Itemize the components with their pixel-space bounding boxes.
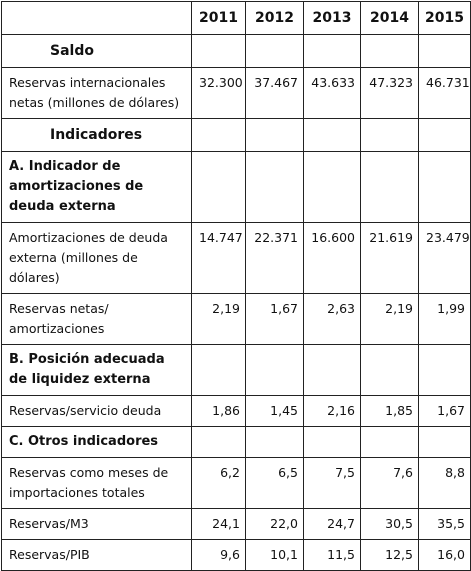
value-cell: 22.371 bbox=[245, 222, 304, 294]
value-cell: 16,0 bbox=[418, 539, 471, 571]
year-header: 2012 bbox=[245, 1, 304, 35]
value-cell: 7,5 bbox=[303, 457, 361, 509]
row-label: Reservas como meses de importaciones tot… bbox=[1, 457, 192, 509]
empty-cell bbox=[418, 118, 471, 152]
table-row: Amortizaciones de deuda externa (millone… bbox=[1, 222, 471, 294]
empty-cell bbox=[191, 426, 246, 458]
value-cell: 6,2 bbox=[191, 457, 246, 509]
empty-cell bbox=[245, 118, 304, 152]
value-cell: 2,19 bbox=[191, 293, 246, 345]
value-cell: 22,0 bbox=[245, 508, 304, 540]
table-row: Reservas/PIB 9,6 10,1 11,5 12,5 16,0 bbox=[1, 539, 471, 571]
value-cell: 14.747 bbox=[191, 222, 246, 294]
empty-cell bbox=[418, 151, 471, 223]
empty-cell bbox=[191, 118, 246, 152]
value-cell: 37.467 bbox=[245, 67, 304, 119]
empty-cell bbox=[245, 34, 304, 68]
value-cell: 10,1 bbox=[245, 539, 304, 571]
empty-cell bbox=[303, 151, 361, 223]
row-label: Reservas/PIB bbox=[1, 539, 192, 571]
group-title: B. Posición adecuada de liquidez externa bbox=[1, 344, 192, 396]
value-cell: 9,6 bbox=[191, 539, 246, 571]
value-cell: 1,45 bbox=[245, 395, 304, 427]
empty-cell bbox=[360, 34, 419, 68]
table-row: Indicadores bbox=[1, 118, 471, 152]
value-cell: 2,63 bbox=[303, 293, 361, 345]
value-cell: 2,16 bbox=[303, 395, 361, 427]
empty-cell bbox=[418, 34, 471, 68]
table-row: Reservas como meses de importaciones tot… bbox=[1, 457, 471, 509]
value-cell: 1,99 bbox=[418, 293, 471, 345]
value-cell: 30,5 bbox=[360, 508, 419, 540]
empty-cell bbox=[360, 344, 419, 396]
value-cell: 32.300 bbox=[191, 67, 246, 119]
value-cell: 24,7 bbox=[303, 508, 361, 540]
value-cell: 11,5 bbox=[303, 539, 361, 571]
empty-cell bbox=[418, 426, 471, 458]
value-cell: 46.731 bbox=[418, 67, 471, 119]
empty-cell bbox=[360, 118, 419, 152]
table-row: Reservas netas/ amortizaciones 2,19 1,67 2,… bbox=[1, 293, 471, 345]
table-row: B. Posición adecuada de liquidez externa bbox=[1, 344, 471, 396]
empty-cell bbox=[245, 151, 304, 223]
row-label: Amortizaciones de deuda externa (millone… bbox=[1, 222, 192, 294]
value-cell: 7,6 bbox=[360, 457, 419, 509]
year-header: 2014 bbox=[360, 1, 419, 35]
value-cell: 43.633 bbox=[303, 67, 361, 119]
value-cell: 47.323 bbox=[360, 67, 419, 119]
table-row: Reservas/M3 24,1 22,0 24,7 30,5 35,5 bbox=[1, 508, 471, 540]
table-row: C. Otros indicadores bbox=[1, 426, 471, 458]
value-cell: 6,5 bbox=[245, 457, 304, 509]
value-cell: 1,67 bbox=[418, 395, 471, 427]
value-cell: 2,19 bbox=[360, 293, 419, 345]
row-label: Reservas/servicio deuda bbox=[1, 395, 192, 427]
empty-cell bbox=[191, 344, 246, 396]
value-cell: 1,85 bbox=[360, 395, 419, 427]
empty-cell bbox=[245, 426, 304, 458]
value-cell: 23.479 bbox=[418, 222, 471, 294]
value-cell: 12,5 bbox=[360, 539, 419, 571]
empty-cell bbox=[191, 151, 246, 223]
table-row: A. Indicador de amortizaciones de deuda … bbox=[1, 151, 471, 223]
value-cell: 1,67 bbox=[245, 293, 304, 345]
empty-cell bbox=[191, 34, 246, 68]
empty-cell bbox=[303, 426, 361, 458]
empty-cell bbox=[418, 344, 471, 396]
year-header: 2013 bbox=[303, 1, 361, 35]
year-header: 2015 bbox=[418, 1, 471, 35]
value-cell: 8,8 bbox=[418, 457, 471, 509]
empty-cell bbox=[303, 34, 361, 68]
empty-cell bbox=[360, 151, 419, 223]
table-row: Saldo bbox=[1, 34, 471, 68]
value-cell: 24,1 bbox=[191, 508, 246, 540]
table-row: 2011 2012 2013 2014 2015 bbox=[1, 1, 471, 35]
corner-cell bbox=[1, 1, 192, 35]
row-label: Reservas internacionales netas (millones… bbox=[1, 67, 192, 119]
year-header: 2011 bbox=[191, 1, 246, 35]
row-label: Reservas netas/ amortizaciones bbox=[1, 293, 192, 345]
empty-cell bbox=[360, 426, 419, 458]
table-row: Reservas/servicio deuda 1,86 1,45 2,16 1,85 1… bbox=[1, 395, 471, 427]
section-title: Indicadores bbox=[1, 118, 192, 152]
group-title: C. Otros indicadores bbox=[1, 426, 192, 458]
empty-cell bbox=[245, 344, 304, 396]
section-title: Saldo bbox=[1, 34, 192, 68]
group-title: A. Indicador de amortizaciones de deuda … bbox=[1, 151, 192, 223]
value-cell: 16.600 bbox=[303, 222, 361, 294]
empty-cell bbox=[303, 344, 361, 396]
row-label: Reservas/M3 bbox=[1, 508, 192, 540]
empty-cell bbox=[303, 118, 361, 152]
value-cell: 21.619 bbox=[360, 222, 419, 294]
table-row: Reservas internacionales netas (millones… bbox=[1, 67, 471, 119]
value-cell: 1,86 bbox=[191, 395, 246, 427]
value-cell: 35,5 bbox=[418, 508, 471, 540]
